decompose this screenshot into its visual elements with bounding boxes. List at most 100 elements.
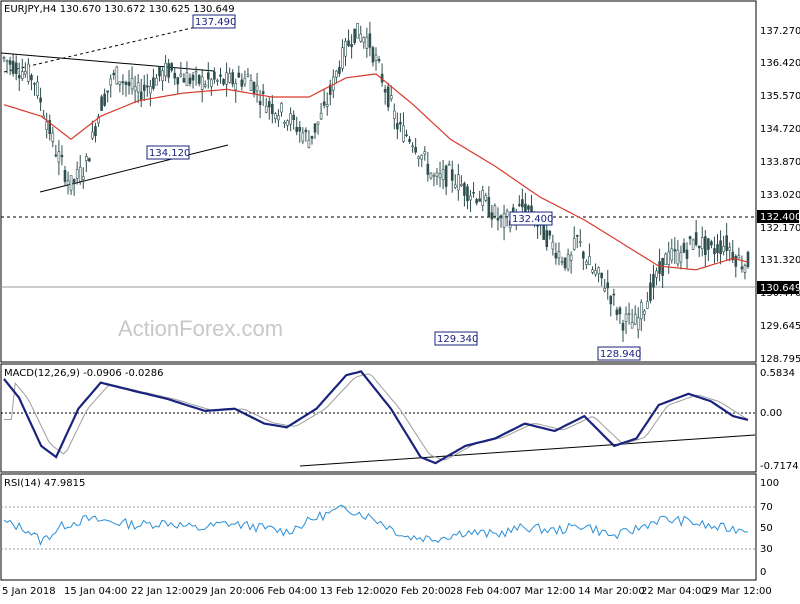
candle-body bbox=[618, 307, 622, 315]
candle-body bbox=[228, 73, 231, 83]
annotation-129340: 129.340 bbox=[434, 331, 478, 346]
x-tick-label: 7 Mar 12:00 bbox=[515, 586, 575, 597]
candle-body bbox=[429, 172, 433, 179]
candle-body bbox=[588, 256, 591, 266]
candle-body bbox=[5, 60, 9, 63]
candle-body bbox=[63, 170, 67, 182]
candle-body bbox=[630, 321, 634, 329]
candle-body bbox=[469, 195, 472, 201]
x-tick-label: 5 Jan 2018 bbox=[2, 586, 56, 597]
candle-body bbox=[350, 43, 353, 48]
candle-body bbox=[45, 121, 48, 130]
candle-body bbox=[450, 169, 454, 181]
annotation-text: 128.940 bbox=[600, 349, 641, 360]
candle-body bbox=[621, 323, 625, 331]
candle-body bbox=[72, 179, 76, 183]
candle-body bbox=[453, 184, 457, 188]
candle-body bbox=[338, 67, 341, 74]
candle-body bbox=[582, 251, 585, 259]
candle-body bbox=[24, 71, 27, 75]
macd-main-line bbox=[3, 370, 749, 465]
candle-body bbox=[36, 81, 39, 96]
candle-body bbox=[51, 132, 55, 142]
candle-body bbox=[301, 132, 305, 142]
candle-body bbox=[447, 163, 451, 166]
candle-body bbox=[14, 62, 18, 75]
candle-body bbox=[554, 252, 558, 259]
candle-body bbox=[591, 269, 594, 273]
price-tick-label: 133.870 bbox=[760, 157, 800, 168]
candle-body bbox=[158, 66, 161, 77]
candle-body bbox=[670, 248, 674, 261]
upper-dashed-trendline bbox=[3, 18, 231, 73]
price-y-axis: 137.270 136.420 135.570 134.720 133.870 … bbox=[760, 26, 800, 365]
candle-body bbox=[365, 36, 369, 49]
candle-body bbox=[499, 215, 503, 219]
candle-body bbox=[389, 95, 393, 100]
candle-body bbox=[707, 238, 710, 250]
x-tick-label: 22 Mar 04:00 bbox=[641, 586, 708, 597]
candle-body bbox=[575, 235, 579, 237]
candle-body bbox=[94, 126, 97, 137]
candle-body bbox=[2, 57, 6, 60]
rsi-tick-label: 30 bbox=[760, 544, 773, 555]
candle-body bbox=[420, 154, 424, 160]
candle-body bbox=[438, 173, 442, 178]
candle-body bbox=[722, 246, 725, 253]
price-tick-label: 129.645 bbox=[760, 321, 800, 332]
candle-body bbox=[271, 103, 274, 115]
candle-body bbox=[463, 183, 466, 196]
candle-body bbox=[368, 33, 372, 48]
x-tick-label: 14 Mar 20:00 bbox=[578, 586, 645, 597]
candle-body bbox=[252, 81, 256, 94]
candle-body bbox=[258, 100, 262, 106]
candle-body bbox=[505, 210, 509, 217]
candle-body bbox=[396, 123, 399, 130]
candle-body bbox=[402, 125, 405, 142]
annotation-text: 129.340 bbox=[437, 334, 478, 345]
candle-body bbox=[344, 40, 347, 57]
candle-body bbox=[173, 72, 177, 79]
candle-body bbox=[676, 249, 680, 265]
candle-body bbox=[243, 77, 247, 85]
annotation-132400: 132.400 bbox=[509, 211, 553, 226]
level-label-text: 132.400 bbox=[760, 212, 800, 223]
candle-body bbox=[280, 102, 283, 113]
descending-trendline bbox=[0, 52, 215, 72]
price-panel bbox=[0, 0, 757, 363]
annotation-128940: 128.940 bbox=[597, 346, 641, 361]
candle-body bbox=[493, 205, 497, 217]
candle-body bbox=[408, 139, 411, 142]
candle-body bbox=[109, 78, 113, 86]
candle-body bbox=[139, 91, 143, 100]
rsi-title: RSI(14) 47.9815 bbox=[4, 478, 85, 489]
candle-body bbox=[524, 203, 527, 213]
candle-body bbox=[624, 313, 628, 322]
candle-body bbox=[444, 165, 448, 187]
candle-body bbox=[606, 282, 610, 289]
candle-body bbox=[679, 252, 683, 263]
candle-body bbox=[563, 257, 567, 269]
candle-body bbox=[502, 213, 506, 228]
candle-body bbox=[133, 86, 137, 92]
candle-body bbox=[734, 256, 738, 267]
candle-body bbox=[203, 84, 207, 87]
x-tick-label: 13 Feb 12:00 bbox=[320, 586, 386, 597]
price-title: EURJPY,H4 130.670 130.672 130.625 130.64… bbox=[4, 4, 235, 15]
candle-body bbox=[399, 121, 402, 125]
candle-body bbox=[490, 212, 494, 220]
candle-body bbox=[115, 66, 119, 85]
rsi-tick-label: 70 bbox=[760, 502, 773, 513]
candle-body bbox=[17, 74, 21, 79]
candle-body bbox=[700, 237, 704, 250]
candle-body bbox=[249, 80, 253, 91]
candle-body bbox=[155, 77, 158, 86]
candle-body bbox=[267, 101, 271, 108]
candle-body bbox=[295, 126, 299, 133]
candle-body bbox=[264, 105, 268, 113]
candle-body bbox=[33, 83, 36, 85]
candle-body bbox=[557, 251, 561, 259]
candle-body bbox=[78, 166, 82, 182]
candle-body bbox=[682, 242, 686, 253]
